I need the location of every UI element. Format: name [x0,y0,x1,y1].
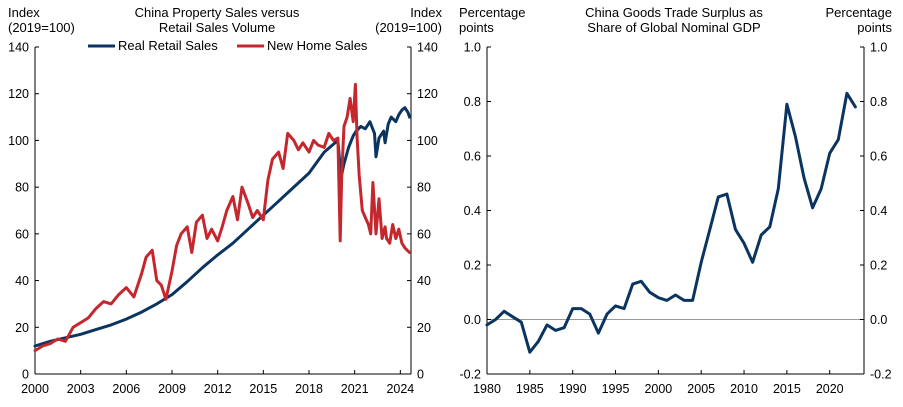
left-axes: 0 0 20 20 40 40 60 60 80 80 100 100 120 120 140 140 2000… [8,41,438,397]
left-y-tick-label-left: 80 [15,181,29,195]
right-y-tick-label-left: 0.2 [464,259,481,273]
left-series [33,82,411,353]
right-right-y-axis-label-line1: Percentage [826,5,893,20]
right-chart-title-line2: Share of Global Nominal GDP [587,20,760,35]
left-x-tick-label: 2003 [67,382,95,396]
right-y-tick-label-left: 0.8 [464,95,481,109]
right-x-tick-label: 2005 [687,382,715,396]
left-y-tick-label-right: 100 [417,134,438,148]
left-x-tick-label: 2000 [21,382,49,396]
right-x-tick-label: 1985 [516,382,544,396]
legend-label-new-home-sales: New Home Sales [267,38,368,53]
right-x-tick-label: 2020 [816,382,844,396]
right-x-tick-label: 1990 [559,382,587,396]
left-y-tick-label-left: 40 [15,274,29,288]
left-y-tick-label-right: 20 [417,321,431,335]
left-y-tick-label-right: 40 [417,274,431,288]
left-y-tick-label-left: 20 [15,321,29,335]
left-x-tick-label: 2006 [112,382,140,396]
right-y-tick-label-left: 0.0 [464,313,481,327]
right-y-tick-label-right: -0.2 [870,368,892,382]
right-y-tick-label-left: 0.6 [464,150,481,164]
right-x-tick-label: 1980 [473,382,501,396]
left-y-tick-label-left: 0 [22,368,29,382]
left-y-tick-label-left: 100 [8,134,29,148]
left-x-tick-label: 2009 [158,382,186,396]
left-y-tick-label-left: 60 [15,227,29,241]
left-right-y-axis-label-line1: Index [410,5,442,20]
right-y-tick-label-right: 0.2 [870,259,887,273]
right-chart-title-line1: China Goods Trade Surplus as [585,5,763,20]
left-series-new-home-sales [33,82,411,353]
right-y-tick-label-right: 1.0 [870,41,887,55]
left-y-tick-label-right: 80 [417,181,431,195]
left-y-tick-label-right: 140 [417,41,438,55]
left-y-tick-label-right: 0 [417,368,424,382]
right-series [485,91,857,354]
right-x-tick-label: 2015 [773,382,801,396]
left-y-tick-label-right: 120 [417,87,438,101]
left-y-tick-label-left: 140 [8,41,29,55]
left-x-tick-label: 2012 [204,382,232,396]
left-x-tick-label: 2018 [295,382,323,396]
right-y-tick-label-right: 0.0 [870,313,887,327]
right-x-tick-label: 2000 [644,382,672,396]
right-y-tick-label-right: 0.6 [870,150,887,164]
right-series-china-goods-trade-surplus [485,91,857,354]
right-y-tick-label-right: 0.8 [870,95,887,109]
left-chart: Index (2019=100) China Property Sales ve… [8,5,442,396]
left-x-tick-label: 2024 [386,382,414,396]
left-x-tick-label: 2015 [249,382,277,396]
left-x-tick-label: 2021 [341,382,369,396]
left-chart-title-line1: China Property Sales versus [135,5,300,20]
right-y-tick-label-left: 1.0 [464,41,481,55]
left-y-tick-label-left: 120 [8,87,29,101]
right-y-tick-label-right: 0.4 [870,204,887,218]
legend-label-real-retail-sales: Real Retail Sales [118,38,218,53]
right-y-axis-label-line2: points [459,20,494,35]
right-y-tick-label-left: -0.2 [459,368,481,382]
right-right-y-axis-label-line2: points [857,20,892,35]
right-x-tick-label: 1995 [602,382,630,396]
left-y-axis-label-line2: (2019=100) [8,20,75,35]
left-right-y-axis-label-line2: (2019=100) [375,20,442,35]
left-chart-title-line2: Retail Sales Volume [159,20,275,35]
left-y-axis-label-line1: Index [8,5,40,20]
right-y-tick-label-left: 0.4 [464,204,481,218]
left-y-tick-label-right: 60 [417,227,431,241]
right-chart: Percentage points China Goods Trade Surp… [459,5,892,396]
right-x-tick-label: 2010 [730,382,758,396]
right-y-axis-label-line1: Percentage [459,5,526,20]
right-axes: -0.2 -0.2 0.0 0.0 0.2 0.2 0.4 0.4 0.6 0.6 0.8 0.8 1.… [459,41,891,397]
